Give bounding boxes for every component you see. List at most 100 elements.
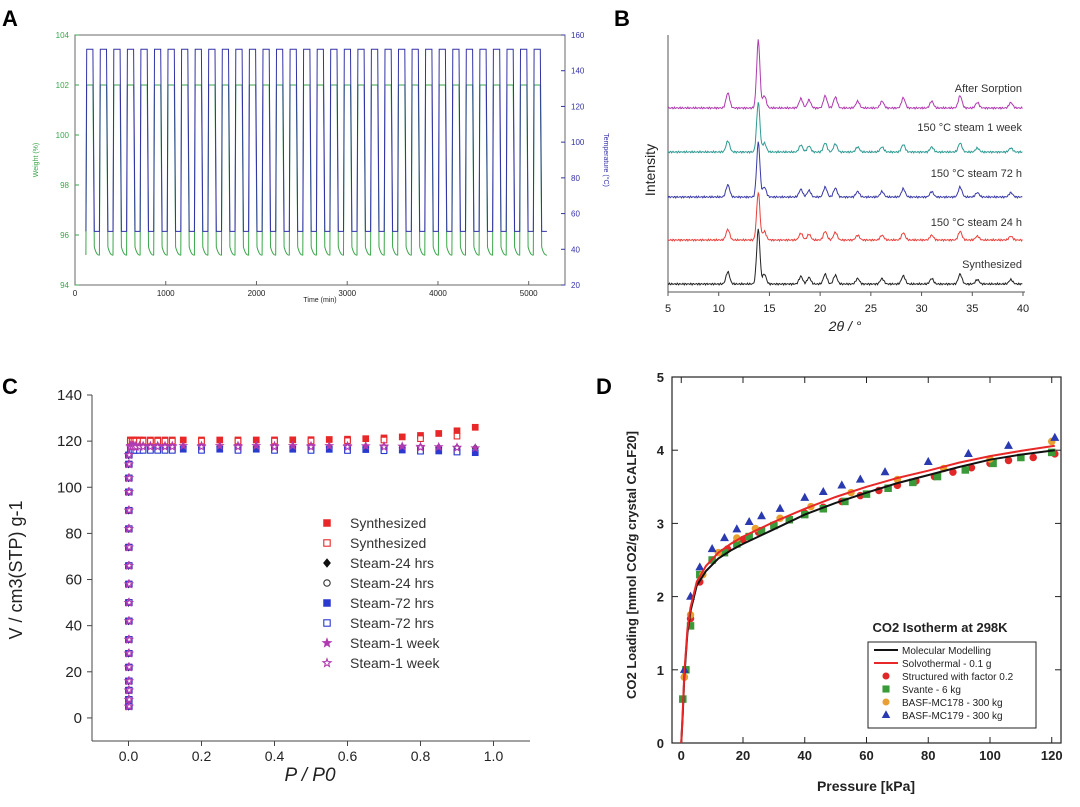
panel-d-point — [963, 448, 973, 457]
panel-c-point — [342, 441, 353, 452]
panel-d-xtick-label: 0 — [678, 748, 685, 763]
panel-c-point — [453, 432, 461, 440]
panel-d-legend-label: Structured with factor 0.2 — [902, 672, 1014, 683]
panel-c-point — [124, 634, 135, 644]
panel-d-legend-label: Molecular Modelling — [902, 646, 991, 657]
panel-d-legend-marker — [881, 710, 891, 718]
panel-a-ylabel-right: Temperature (°C) — [602, 133, 610, 187]
panel-d-ylabel: CO2 Loading [mmol CO2/g crystal CALF20] — [624, 431, 639, 699]
panel-c-legend-label: Steam-1 week — [350, 635, 440, 651]
panel-c-ytick-label: 120 — [57, 433, 82, 450]
panel-d-point — [800, 492, 810, 501]
panel-d-point-series — [679, 432, 1060, 673]
panel-d-point — [933, 472, 942, 481]
panel-b-pattern-line — [667, 191, 1023, 243]
panel-c-point — [124, 560, 135, 570]
panel-b-series-label: 150 °C steam 1 week — [917, 122, 1022, 134]
panel-c-legend-label: Steam-72 hrs — [350, 595, 434, 611]
panel-c-xtick-label: 0.4 — [265, 748, 285, 764]
panel-d-xtick-label: 60 — [859, 748, 873, 763]
panel-d-point — [695, 562, 705, 571]
panel-c-series — [123, 423, 481, 711]
panel-d-title: CO2 Isotherm at 298K — [872, 620, 1008, 635]
panel-d-ytick-label: 1 — [657, 663, 664, 678]
panel-a-xtick-label: 1000 — [157, 289, 175, 298]
panel-d-ytick-label: 2 — [657, 590, 664, 605]
panel-c-point — [360, 440, 371, 451]
panel-c-legend-marker — [323, 519, 331, 527]
panel-a-frame — [74, 34, 566, 286]
panel-b-series-label: 150 °C steam 24 h — [931, 217, 1022, 229]
panel-c-point — [214, 440, 225, 450]
panel-c-legend: Synthesized Synthesized Steam-24 hrs Steam-… — [321, 515, 440, 671]
panel-c-point — [306, 441, 316, 452]
panel-d-point — [818, 486, 828, 496]
panel-c-point — [124, 505, 135, 515]
panel-c-xtick-label: 0.2 — [192, 748, 212, 764]
panel-d-point — [880, 467, 890, 476]
panel-d-point — [720, 533, 729, 542]
panel-d-legend: Molecular Modelling Solvothermal - 0.1 g S… — [867, 641, 1037, 729]
panel-c-point — [167, 441, 178, 452]
panel-d-legend-box — [867, 641, 1037, 729]
panel-a-ytick-left-label: 102 — [56, 81, 70, 90]
panel-c-point — [452, 442, 462, 452]
panel-b-xtick-label: 20 — [814, 303, 826, 315]
panel-c-legend-marker — [323, 619, 331, 627]
panel-d-line — [680, 444, 1055, 744]
panel-c-ticks: 0.0 0.2 0.4 0.6 0.8 1.0 0 20 40 60 80 100 120 140 — [57, 387, 503, 764]
panel-c-legend-marker — [323, 579, 331, 587]
panel-c-point — [124, 523, 135, 533]
panel-d-point — [1050, 432, 1060, 441]
panel-c-point — [124, 701, 135, 711]
panel-a-ticks: 0 1000 2000 3000 4000 5000 94 96 98 100 102 104 20 40… — [56, 31, 585, 298]
panel-d-point — [923, 456, 933, 466]
panel-c-point — [124, 597, 135, 607]
panel-a-ytick-left-label: 94 — [60, 281, 69, 290]
panel-c-ytick-label: 20 — [65, 664, 82, 681]
panel-d-legend-marker — [882, 698, 890, 706]
panel-c-point — [124, 661, 135, 672]
panel-label-c: C — [2, 374, 18, 399]
panel-d-xtick-label: 120 — [1041, 748, 1063, 763]
panel-a-ytick-right-label: 80 — [571, 174, 580, 183]
panel-c-point — [379, 441, 389, 452]
panel-c-point — [124, 542, 135, 552]
panel-a-xtick-label: 3000 — [338, 289, 356, 298]
panel-label-a: A — [2, 6, 18, 31]
panel-a-ytick-left-label: 96 — [60, 231, 69, 240]
panel-c-point — [124, 459, 135, 469]
panel-c-xtick-label: 0.8 — [411, 748, 431, 764]
panel-b-series-label: Synthesized — [962, 259, 1022, 271]
panel-d-ytick-label: 0 — [657, 736, 664, 751]
panel-d-ticks: 0 20 40 60 80 100 120 0 1 2 3 4 5 — [657, 370, 1063, 763]
panel-c-legend-marker — [323, 558, 331, 568]
panel-b-xtick-label: 35 — [966, 303, 978, 315]
panel-c-point — [251, 440, 262, 450]
panel-a-series-weight — [85, 84, 548, 256]
panel-c-point — [324, 440, 335, 451]
panel-d-point — [1029, 453, 1037, 462]
panel-d-chart: 0 20 40 60 80 100 120 0 1 2 3 4 5 Molecular Modellin… — [624, 370, 1063, 794]
panel-c-legend-label: Steam-1 week — [350, 655, 440, 671]
panel-d-legend-label: Solvothermal - 0.1 g — [902, 659, 992, 670]
panel-d-xtick-label: 100 — [979, 748, 1001, 763]
panel-d-legend-marker — [882, 685, 890, 693]
panel-b-xtick-label: 15 — [763, 303, 775, 315]
panel-c-point — [124, 472, 135, 483]
panel-d-series — [679, 432, 1060, 744]
panel-c-point — [470, 442, 481, 453]
panel-c-chart: 0.0 0.2 0.4 0.6 0.8 1.0 0 20 40 60 80 100 120 140 Syn… — [6, 387, 530, 786]
panel-c-legend-label: Steam-72 hrs — [350, 615, 434, 631]
panel-d-point — [1004, 440, 1013, 449]
panel-d-point — [707, 544, 717, 553]
panel-c-ytick-label: 140 — [57, 387, 82, 404]
panel-b-series: After Sorption 150 °C steam 1 week 150 °C … — [667, 39, 1023, 287]
panel-d-point — [961, 466, 970, 474]
panel-c-point — [233, 441, 243, 452]
panel-c-ylabel: V / cm3(STP) g-1 — [6, 500, 26, 639]
panel-d-point — [1047, 448, 1056, 457]
panel-c-point — [145, 441, 156, 452]
panel-a-xtick-label: 5000 — [520, 289, 538, 298]
panel-c-point — [124, 449, 135, 460]
